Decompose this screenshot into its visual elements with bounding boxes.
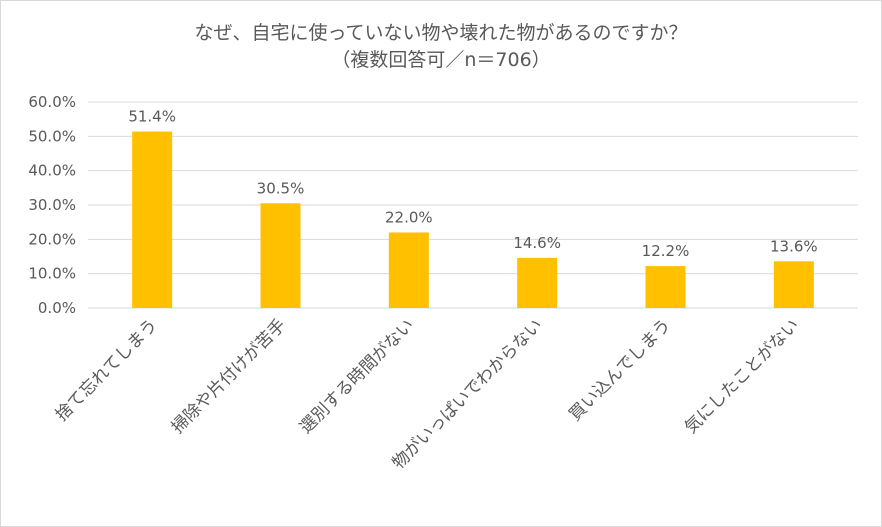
y-tick-label: 40.0% xyxy=(28,162,76,180)
category-label: 選別する時間がない xyxy=(296,315,418,437)
data-label: 12.2% xyxy=(642,242,690,260)
bar xyxy=(773,261,814,308)
bar xyxy=(517,257,558,308)
y-tick-label: 30.0% xyxy=(28,196,76,214)
category-label: 捨て忘れてしまう xyxy=(52,315,162,425)
bar xyxy=(132,131,173,308)
y-tick-label: 60.0% xyxy=(28,93,76,111)
bar xyxy=(260,203,301,308)
category-label: 気にしたことがない xyxy=(681,315,803,437)
y-tick-label: 0.0% xyxy=(38,299,76,317)
bar xyxy=(388,232,429,308)
chart-title-line1: なぜ、自宅に使っていない物や壊れた物があるのですか？ xyxy=(194,22,688,44)
category-label: 買い込んでしまう xyxy=(565,315,675,425)
y-tick-label: 50.0% xyxy=(28,127,76,145)
category-label: 物がいっぱいでわからない xyxy=(389,315,547,473)
category-label: 掃除や片付けが苦手 xyxy=(168,315,290,437)
y-tick-label: 20.0% xyxy=(28,230,76,248)
bar xyxy=(645,266,686,308)
data-label: 30.5% xyxy=(257,179,305,197)
data-label: 14.6% xyxy=(513,234,561,252)
chart-title-line2: （複数回答可／n＝706） xyxy=(331,49,551,71)
data-label: 22.0% xyxy=(385,208,433,226)
y-tick-label: 10.0% xyxy=(28,265,76,283)
data-label: 13.6% xyxy=(770,237,818,255)
data-label: 51.4% xyxy=(128,108,176,126)
